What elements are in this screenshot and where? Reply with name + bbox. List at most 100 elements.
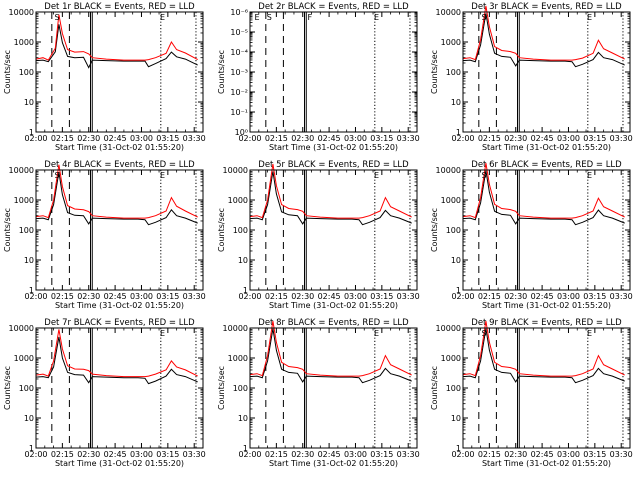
x-tick-label: 03:15 xyxy=(156,450,179,459)
plot-frame xyxy=(249,169,418,291)
series-line-events xyxy=(462,13,625,68)
series-line-lld xyxy=(462,5,625,61)
y-tick-label: 1 xyxy=(243,286,248,295)
y-tick-label: 1 xyxy=(243,444,248,453)
panel-title: Det 6r BLACK = Events, RED = LLD xyxy=(471,160,622,170)
panel-det3: Det 3r BLACK = Events, RED = LLD 1 10 100 10… xyxy=(430,2,633,152)
x-tick-label: 02:00 xyxy=(451,292,474,301)
x-tick-label: 02:45 xyxy=(531,134,554,143)
x-tick-label: 02:30 xyxy=(504,292,527,301)
attenuator-marker-label: S xyxy=(55,171,60,180)
series-line-events xyxy=(35,24,198,69)
panel-det4: Det 4r BLACK = Events, RED = LLD 1 10 100 10… xyxy=(3,160,206,310)
attenuator-marker-label: S xyxy=(482,329,487,338)
y-tick-label: 100 xyxy=(233,226,248,235)
series-line-events xyxy=(249,328,412,384)
y-tick-label: 10000 xyxy=(436,324,461,333)
attenuator-marker-label: E xyxy=(160,329,165,338)
panel-det5: Det 5r BLACK = Events, RED = LLD 1 10 100 10… xyxy=(217,160,420,310)
y-tick-label: 10 xyxy=(238,414,248,423)
series-line-events xyxy=(462,328,625,384)
attenuator-marker-label: S xyxy=(55,13,60,22)
x-tick-label: 02:30 xyxy=(291,134,314,143)
y-tick-label: 10000 xyxy=(436,166,461,175)
plot-frame xyxy=(35,11,204,133)
y-axis-label: Counts/sec xyxy=(217,50,226,94)
x-tick-label: 02:45 xyxy=(531,292,554,301)
y-tick-label: 1000 xyxy=(441,38,461,47)
x-tick-label: 02:15 xyxy=(51,450,74,459)
panel-title: Det 5r BLACK = Events, RED = LLD xyxy=(258,160,409,170)
x-tick-label: 02:15 xyxy=(265,292,288,301)
y-tick-label: 1 xyxy=(456,444,461,453)
x-tick-label: 02:30 xyxy=(504,134,527,143)
series-line-events xyxy=(462,170,625,226)
x-tick-label: 02:15 xyxy=(265,450,288,459)
y-tick-label: 10⁻¹ xyxy=(230,108,248,117)
x-tick-label: 03:30 xyxy=(183,450,206,459)
x-axis-label: Start Time (31-Oct-02 01:55:20) xyxy=(482,301,611,310)
x-axis-label: Start Time (31-Oct-02 01:55:20) xyxy=(269,301,398,310)
x-tick-label: 03:15 xyxy=(370,450,393,459)
panel-title: Det 1r BLACK = Events, RED = LLD xyxy=(44,2,195,12)
y-tick-label: 1000 xyxy=(441,354,461,363)
y-tick-label: 10 xyxy=(451,98,461,107)
x-tick-label: 02:30 xyxy=(77,292,100,301)
y-tick-label: 1000 xyxy=(14,354,34,363)
y-tick-label: 100 xyxy=(19,226,34,235)
attenuator-marker-label: S xyxy=(482,13,487,22)
x-tick-label: 02:45 xyxy=(104,450,127,459)
plot-frame xyxy=(462,169,631,291)
panel-det6: Det 6r BLACK = Events, RED = LLD 1 10 100 10… xyxy=(430,160,633,310)
x-tick-label: 02:15 xyxy=(478,450,501,459)
x-tick-label: 03:00 xyxy=(130,292,153,301)
series-line-lld xyxy=(249,321,412,377)
x-tick-label: 02:30 xyxy=(77,450,100,459)
panel-title: Det 3r BLACK = Events, RED = LLD xyxy=(471,2,622,12)
x-axis-label: Start Time (31-Oct-02 01:55:20) xyxy=(55,301,184,310)
panel-det7: Det 7r BLACK = Events, RED = LLD 1 10 100 10… xyxy=(3,318,206,468)
x-axis-label: Start Time (31-Oct-02 01:55:20) xyxy=(482,143,611,152)
x-tick-label: 03:30 xyxy=(397,292,420,301)
attenuator-marker-label: S xyxy=(482,171,487,180)
x-tick-label: 02:45 xyxy=(318,134,341,143)
y-axis-label: Counts/sec xyxy=(217,208,226,252)
y-axis-label: Counts/sec xyxy=(430,366,439,410)
y-tick-label: 10 xyxy=(451,256,461,265)
x-tick-label: 02:00 xyxy=(24,134,47,143)
x-tick-label: 02:30 xyxy=(77,134,100,143)
y-tick-label: 10000 xyxy=(9,166,34,175)
y-tick-label: 10⁻³ xyxy=(230,68,248,77)
x-tick-label: 02:15 xyxy=(478,292,501,301)
x-tick-label: 03:15 xyxy=(583,292,606,301)
y-tick-label: 1000 xyxy=(14,38,34,47)
panel-title: Det 8r BLACK = Events, RED = LLD xyxy=(258,318,409,328)
y-tick-label: 1000 xyxy=(228,354,248,363)
y-tick-label: 10 xyxy=(451,414,461,423)
y-tick-label: 10⁻² xyxy=(230,88,248,97)
y-tick-label: 1 xyxy=(29,128,34,137)
x-axis-label: Start Time (31-Oct-02 01:55:20) xyxy=(482,459,611,468)
y-tick-label: 10⁻⁵ xyxy=(230,28,248,37)
y-tick-label: 10⁻⁶ xyxy=(230,8,248,17)
x-tick-label: 02:00 xyxy=(238,450,261,459)
plot-frame xyxy=(249,11,418,133)
x-axis-label: Start Time (31-Oct-02 01:55:20) xyxy=(269,459,398,468)
y-tick-label: 1000 xyxy=(441,196,461,205)
series-line-lld xyxy=(462,321,625,377)
y-tick-label: 100 xyxy=(19,68,34,77)
panel-title: Det 9r BLACK = Events, RED = LLD xyxy=(471,318,622,328)
plot-frame xyxy=(249,327,418,449)
x-tick-label: 02:45 xyxy=(104,292,127,301)
x-tick-label: 03:30 xyxy=(397,134,420,143)
x-tick-label: 03:15 xyxy=(370,292,393,301)
x-tick-label: 02:00 xyxy=(24,292,47,301)
x-tick-label: 03:15 xyxy=(370,134,393,143)
plot-frame xyxy=(35,169,204,291)
x-tick-label: 02:15 xyxy=(478,134,501,143)
x-tick-label: 03:00 xyxy=(344,292,367,301)
series-line-events xyxy=(249,171,412,226)
series-line-lld xyxy=(35,329,198,378)
y-axis-label: Counts/sec xyxy=(3,366,12,410)
